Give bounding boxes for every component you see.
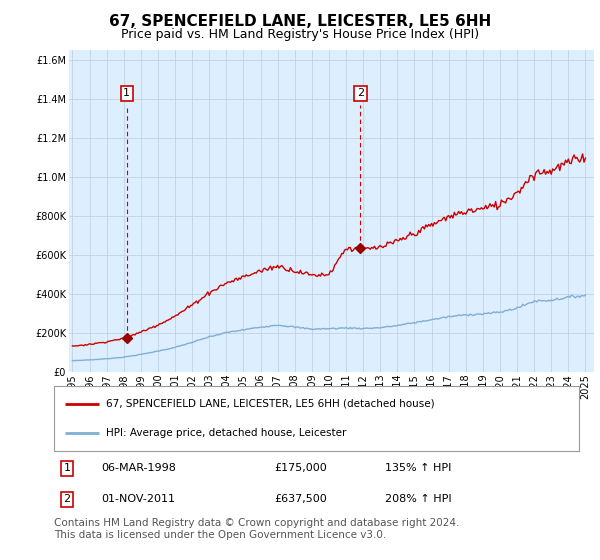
FancyBboxPatch shape (54, 386, 579, 451)
Text: 2: 2 (357, 88, 364, 99)
Text: HPI: Average price, detached house, Leicester: HPI: Average price, detached house, Leic… (107, 428, 347, 438)
Text: Contains HM Land Registry data © Crown copyright and database right 2024.
This d: Contains HM Land Registry data © Crown c… (54, 518, 460, 540)
Text: £637,500: £637,500 (275, 494, 327, 505)
Text: 06-MAR-1998: 06-MAR-1998 (101, 463, 176, 473)
Text: 2: 2 (64, 494, 71, 505)
Text: 01-NOV-2011: 01-NOV-2011 (101, 494, 175, 505)
Text: 208% ↑ HPI: 208% ↑ HPI (385, 494, 451, 505)
Text: 1: 1 (124, 88, 130, 99)
Text: 135% ↑ HPI: 135% ↑ HPI (385, 463, 451, 473)
Text: £175,000: £175,000 (275, 463, 327, 473)
Text: 67, SPENCEFIELD LANE, LEICESTER, LE5 6HH (detached house): 67, SPENCEFIELD LANE, LEICESTER, LE5 6HH… (107, 399, 435, 409)
Text: 1: 1 (64, 463, 71, 473)
Text: Price paid vs. HM Land Registry's House Price Index (HPI): Price paid vs. HM Land Registry's House … (121, 28, 479, 41)
Text: 67, SPENCEFIELD LANE, LEICESTER, LE5 6HH: 67, SPENCEFIELD LANE, LEICESTER, LE5 6HH (109, 14, 491, 29)
